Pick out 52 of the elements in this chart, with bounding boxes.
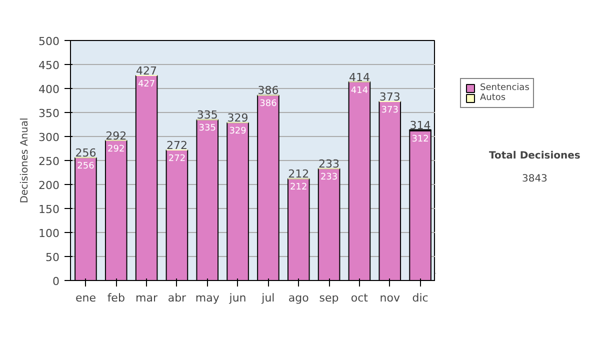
total-label: 329 bbox=[227, 112, 248, 125]
data-label: 272 bbox=[168, 154, 186, 164]
data-label: 373 bbox=[381, 105, 398, 116]
total-label: 386 bbox=[258, 84, 279, 98]
data-label: 312 bbox=[412, 134, 429, 145]
y-tick-label: 450 bbox=[38, 59, 60, 72]
data-label: 414 bbox=[350, 86, 368, 96]
total-label: 373 bbox=[379, 90, 400, 104]
legend-label: Sentencias bbox=[480, 83, 530, 93]
x-tick-label: ago bbox=[288, 292, 310, 304]
data-label: 233 bbox=[320, 172, 338, 183]
y-tick-label: 250 bbox=[38, 155, 60, 168]
x-tick-label: feb bbox=[107, 292, 125, 304]
y-tick-label: 300 bbox=[38, 131, 60, 144]
total-label: 414 bbox=[348, 70, 370, 84]
y-tick-label: 100 bbox=[38, 227, 60, 240]
y-tick-label: 500 bbox=[38, 35, 60, 48]
data-label: 386 bbox=[260, 99, 278, 110]
y-tick-label: 400 bbox=[38, 83, 60, 96]
y-axis-title: Decisiones Anual bbox=[20, 118, 31, 204]
x-tick-label: oct bbox=[350, 292, 369, 304]
total-label: 233 bbox=[318, 158, 340, 171]
x-tick-label: dic bbox=[412, 292, 428, 304]
total-label: 272 bbox=[166, 138, 188, 152]
total-label: 292 bbox=[106, 129, 127, 142]
y-tick-label: 350 bbox=[38, 107, 60, 120]
x-tick-label: nov bbox=[380, 292, 400, 304]
y-tick-label: 200 bbox=[38, 179, 60, 192]
total-label: 256 bbox=[75, 146, 96, 160]
data-label: 292 bbox=[108, 144, 125, 154]
data-label: 335 bbox=[198, 124, 216, 134]
x-tick-label: abr bbox=[168, 292, 187, 304]
total-label: 314 bbox=[410, 118, 431, 132]
text: 3843 bbox=[522, 174, 548, 185]
total-label: 427 bbox=[136, 64, 158, 78]
text: Total Decisiones bbox=[489, 150, 580, 162]
x-tick-label: sep bbox=[319, 292, 339, 304]
data-label: 329 bbox=[229, 126, 247, 137]
x-tick-label: may bbox=[195, 292, 220, 304]
data-label: 427 bbox=[138, 80, 156, 90]
x-tick-label: jun bbox=[228, 292, 246, 304]
y-tick-label: 0 bbox=[52, 275, 60, 288]
legend-label: Autos bbox=[480, 93, 506, 103]
y-tick-label: 50 bbox=[46, 251, 60, 264]
x-tick-label: mar bbox=[136, 292, 158, 304]
total-label: 212 bbox=[288, 168, 310, 181]
y-tick-label: 150 bbox=[38, 203, 60, 216]
data-label: 256 bbox=[77, 162, 95, 172]
data-label: 212 bbox=[290, 182, 308, 193]
x-tick-label: jul bbox=[260, 292, 275, 304]
x-tick-label: ene bbox=[75, 292, 96, 304]
total-label: 335 bbox=[196, 108, 218, 122]
